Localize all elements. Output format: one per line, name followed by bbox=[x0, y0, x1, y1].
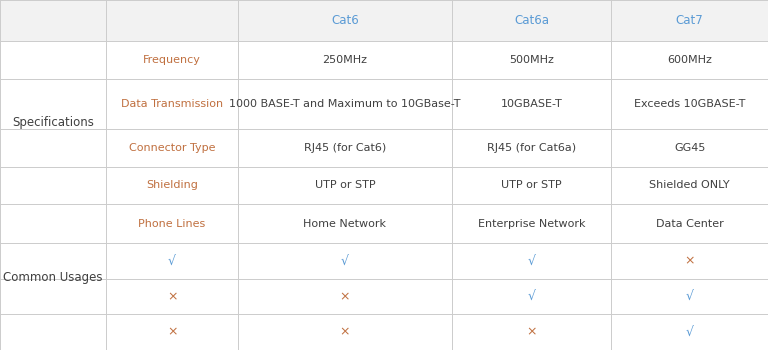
Bar bbox=[106, 204, 238, 243]
Bar bbox=[238, 41, 452, 79]
Bar bbox=[238, 314, 452, 350]
Bar bbox=[452, 243, 611, 279]
Text: Data Transmission: Data Transmission bbox=[121, 99, 223, 109]
Bar bbox=[0, 41, 106, 79]
Text: ×: × bbox=[684, 254, 695, 268]
Text: Phone Lines: Phone Lines bbox=[138, 219, 206, 229]
Bar bbox=[106, 314, 238, 350]
Bar bbox=[0, 204, 106, 243]
Bar bbox=[611, 0, 768, 41]
Bar bbox=[106, 279, 238, 314]
Text: ×: × bbox=[167, 290, 177, 303]
Text: Shielded ONLY: Shielded ONLY bbox=[650, 180, 730, 190]
Text: 500MHz: 500MHz bbox=[509, 55, 554, 65]
Bar bbox=[452, 79, 611, 129]
Bar bbox=[106, 79, 238, 129]
Text: ×: × bbox=[339, 290, 350, 303]
Text: √: √ bbox=[528, 254, 535, 268]
Text: Cat6a: Cat6a bbox=[514, 14, 549, 27]
Text: GG45: GG45 bbox=[674, 143, 705, 153]
Text: Home Network: Home Network bbox=[303, 219, 386, 229]
Bar bbox=[452, 204, 611, 243]
Text: Enterprise Network: Enterprise Network bbox=[478, 219, 585, 229]
Bar bbox=[611, 243, 768, 279]
Text: 10GBASE-T: 10GBASE-T bbox=[501, 99, 562, 109]
Text: Frequency: Frequency bbox=[143, 55, 201, 65]
Text: 250MHz: 250MHz bbox=[323, 55, 367, 65]
Bar bbox=[106, 129, 238, 167]
Text: ×: × bbox=[167, 326, 177, 339]
Bar bbox=[452, 41, 611, 79]
Text: Common Usages: Common Usages bbox=[3, 271, 103, 284]
Text: Exceeds 10GBASE-T: Exceeds 10GBASE-T bbox=[634, 99, 746, 109]
Bar bbox=[452, 167, 611, 204]
Bar bbox=[238, 129, 452, 167]
Bar bbox=[0, 79, 106, 129]
Bar bbox=[452, 314, 611, 350]
Text: Cat6: Cat6 bbox=[331, 14, 359, 27]
Text: UTP or STP: UTP or STP bbox=[315, 180, 375, 190]
Text: 600MHz: 600MHz bbox=[667, 55, 712, 65]
Text: Connector Type: Connector Type bbox=[129, 143, 215, 153]
Text: ×: × bbox=[339, 326, 350, 339]
Text: Cat7: Cat7 bbox=[676, 14, 703, 27]
Bar bbox=[611, 204, 768, 243]
Bar bbox=[238, 0, 452, 41]
Bar bbox=[238, 167, 452, 204]
Bar bbox=[238, 79, 452, 129]
Bar bbox=[0, 243, 106, 279]
Bar bbox=[0, 314, 106, 350]
Text: Data Center: Data Center bbox=[656, 219, 723, 229]
Bar bbox=[0, 167, 106, 204]
Bar bbox=[611, 314, 768, 350]
Bar bbox=[106, 0, 238, 41]
Bar bbox=[0, 279, 106, 314]
Bar bbox=[106, 167, 238, 204]
Text: √: √ bbox=[686, 290, 694, 303]
Text: √: √ bbox=[686, 326, 694, 339]
Bar bbox=[238, 279, 452, 314]
Text: UTP or STP: UTP or STP bbox=[502, 180, 561, 190]
Bar bbox=[452, 0, 611, 41]
Bar bbox=[611, 129, 768, 167]
Bar bbox=[0, 129, 106, 167]
Text: ×: × bbox=[526, 326, 537, 339]
Bar bbox=[452, 279, 611, 314]
Text: RJ45 (for Cat6a): RJ45 (for Cat6a) bbox=[487, 143, 576, 153]
Bar bbox=[238, 204, 452, 243]
Text: Specifications: Specifications bbox=[12, 116, 94, 129]
Text: 1000 BASE-T and Maximum to 10GBase-T: 1000 BASE-T and Maximum to 10GBase-T bbox=[229, 99, 461, 109]
Bar bbox=[611, 167, 768, 204]
Text: Shielding: Shielding bbox=[146, 180, 198, 190]
Bar bbox=[238, 243, 452, 279]
Text: √: √ bbox=[168, 254, 176, 268]
Bar bbox=[611, 41, 768, 79]
Bar bbox=[0, 0, 106, 41]
Bar bbox=[611, 79, 768, 129]
Bar bbox=[611, 279, 768, 314]
Text: √: √ bbox=[341, 254, 349, 268]
Text: √: √ bbox=[528, 290, 535, 303]
Text: RJ45 (for Cat6): RJ45 (for Cat6) bbox=[303, 143, 386, 153]
Bar bbox=[106, 243, 238, 279]
Bar bbox=[452, 129, 611, 167]
Bar bbox=[106, 41, 238, 79]
